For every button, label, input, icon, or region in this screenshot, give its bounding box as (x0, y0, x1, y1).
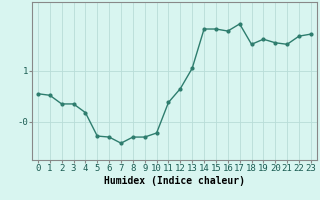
X-axis label: Humidex (Indice chaleur): Humidex (Indice chaleur) (104, 176, 245, 186)
